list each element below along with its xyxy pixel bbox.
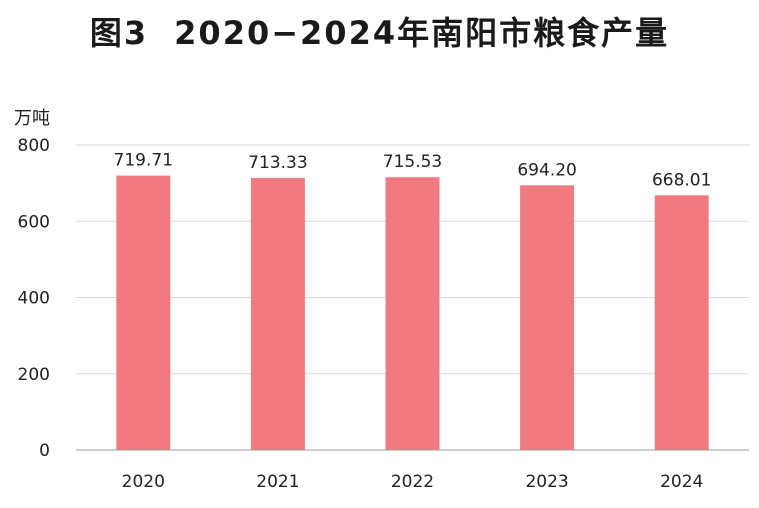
x-tick-label-2023: 2023 xyxy=(525,472,568,492)
bars xyxy=(116,175,709,450)
x-tick-label-2020: 2020 xyxy=(122,472,165,492)
bar-2021 xyxy=(250,178,305,450)
y-tick-label: 0 xyxy=(39,441,50,461)
figure-title-text: 2020−2024年南阳市粮食产量 xyxy=(174,14,670,52)
value-label-2022: 715.53 xyxy=(383,152,442,172)
x-tick-label-2024: 2024 xyxy=(660,472,703,492)
y-tick-label: 400 xyxy=(18,289,50,309)
y-tick-label: 600 xyxy=(18,212,50,232)
x-axis-ticks: 2020 2021 2022 2023 2024 xyxy=(122,472,704,492)
y-axis-ticks: 0 200 400 600 800 xyxy=(18,136,50,461)
x-tick-label-2021: 2021 xyxy=(256,472,299,492)
chart-title: 图3 2020−2024年南阳市粮食产量 xyxy=(0,8,759,54)
bar-2023 xyxy=(520,185,575,450)
y-axis-unit-label: 万吨 xyxy=(14,108,50,129)
figure-number: 图3 xyxy=(89,14,149,52)
y-tick-label: 800 xyxy=(18,136,50,156)
value-labels: 719.71 713.33 715.53 694.20 668.01 xyxy=(114,151,712,191)
y-tick-label: 200 xyxy=(18,365,50,385)
value-label-2023: 694.20 xyxy=(517,160,576,180)
x-tick-label-2022: 2022 xyxy=(391,472,434,492)
bar-2022 xyxy=(385,177,440,450)
bar-2024 xyxy=(654,195,709,450)
value-label-2024: 668.01 xyxy=(652,170,711,190)
value-label-2020: 719.71 xyxy=(114,151,173,171)
value-label-2021: 713.33 xyxy=(248,153,307,173)
bar-2020 xyxy=(116,175,171,450)
